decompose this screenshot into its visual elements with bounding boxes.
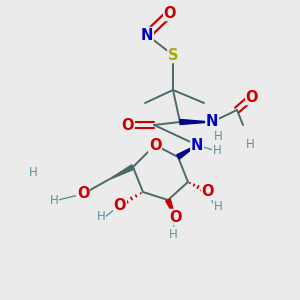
Polygon shape (166, 199, 175, 217)
Text: H: H (213, 143, 221, 157)
Text: O: O (202, 184, 214, 200)
Text: H: H (214, 200, 222, 214)
Text: H: H (246, 139, 254, 152)
Polygon shape (108, 165, 134, 180)
Polygon shape (177, 145, 197, 159)
Text: O: O (77, 187, 89, 202)
Text: N: N (191, 137, 203, 152)
Text: N: N (206, 115, 218, 130)
Text: O: O (122, 118, 134, 133)
Text: O: O (114, 197, 126, 212)
Text: H: H (50, 194, 58, 206)
Text: H: H (28, 166, 38, 178)
Text: H: H (169, 227, 177, 241)
Polygon shape (180, 119, 212, 124)
Text: O: O (169, 209, 181, 224)
Text: H: H (214, 130, 222, 143)
Text: N: N (141, 28, 153, 43)
Text: S: S (168, 47, 178, 62)
Text: O: O (149, 137, 161, 152)
Text: H: H (97, 211, 105, 224)
Text: O: O (246, 89, 258, 104)
Text: O: O (164, 5, 176, 20)
